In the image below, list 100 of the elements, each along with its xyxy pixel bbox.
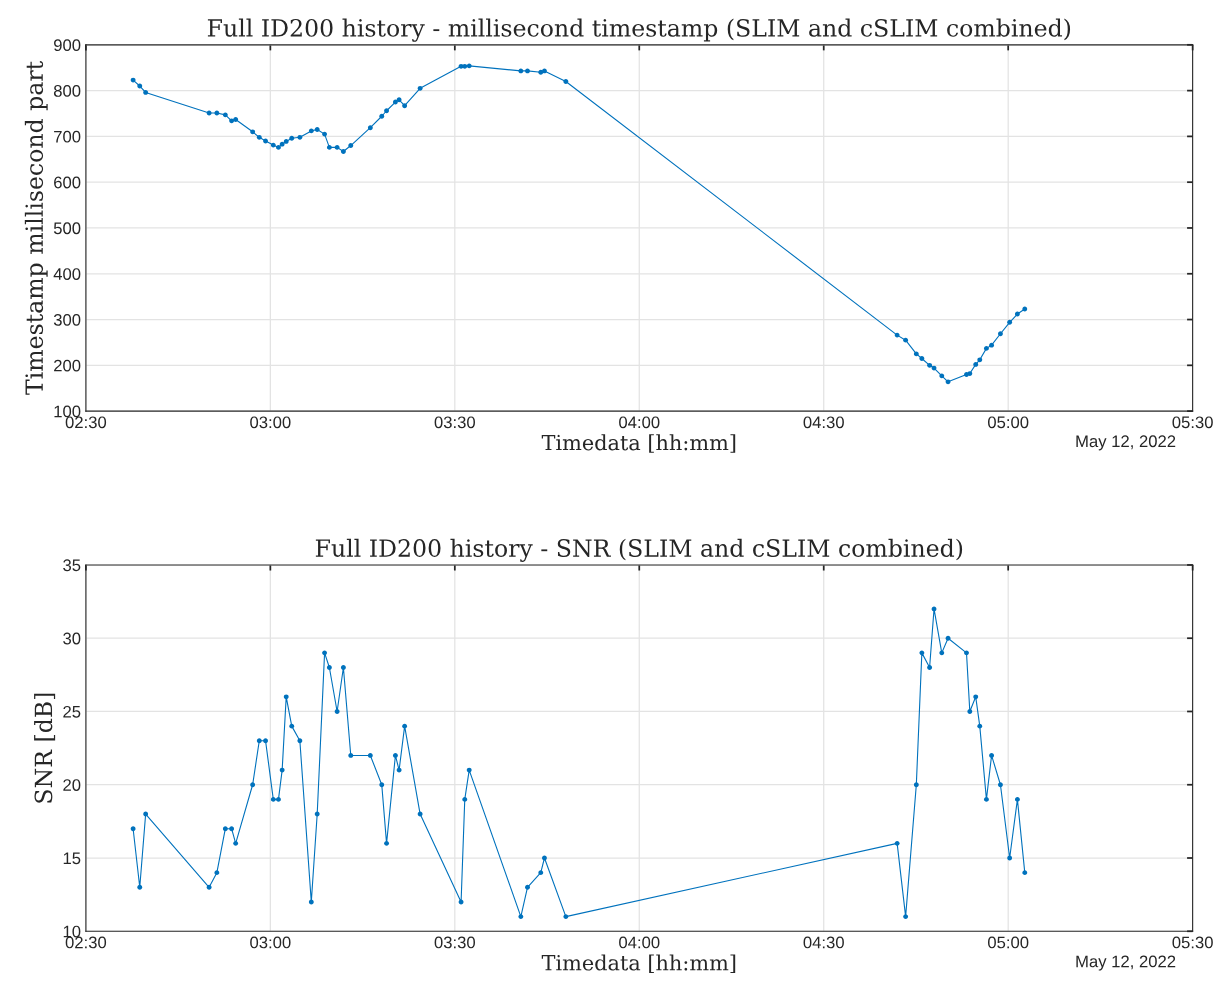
point [367, 753, 373, 758]
x-tick-label: 03:00 [250, 416, 291, 429]
point [137, 884, 143, 890]
point [1007, 855, 1013, 861]
point [989, 342, 995, 348]
point [945, 379, 951, 385]
point [392, 753, 398, 758]
point [913, 351, 919, 357]
point [384, 108, 389, 114]
point [939, 650, 945, 656]
point [276, 144, 281, 150]
point [563, 79, 569, 84]
point [402, 723, 408, 729]
point [973, 361, 979, 367]
x-tick-label: 02:30 [65, 416, 107, 429]
text: May 12, 2022 [1076, 955, 1176, 971]
point [222, 826, 228, 832]
y-tick-label: 25 [63, 705, 81, 718]
point [973, 694, 979, 700]
point [314, 811, 320, 817]
y-tick-label: 800 [53, 85, 81, 97]
point [927, 362, 933, 368]
point [967, 371, 973, 376]
point [402, 103, 408, 109]
point [462, 796, 468, 802]
y-axis-title: SNR [dB] [34, 693, 56, 803]
point [233, 117, 239, 122]
point [1007, 319, 1013, 325]
x-tick-label: 03:30 [434, 936, 476, 949]
y-axis-title: Timestamp millisecond part [24, 61, 48, 395]
point [222, 112, 228, 118]
point [326, 665, 332, 670]
point [283, 694, 289, 700]
y-tick-label: 700 [54, 130, 81, 143]
point [297, 738, 303, 744]
point [334, 144, 340, 150]
point [977, 357, 983, 363]
point [894, 840, 900, 846]
point [340, 665, 346, 670]
x-tick-label: 05:00 [987, 936, 1029, 949]
point [276, 796, 281, 802]
point [250, 782, 256, 788]
point [263, 738, 268, 744]
point [945, 635, 951, 641]
point [939, 373, 945, 379]
y-tick-label: 300 [53, 313, 81, 326]
point [256, 134, 262, 140]
y-tick-label: 500 [53, 222, 81, 235]
y-tick-label: 900 [54, 39, 81, 52]
y-tick-label: 100 [54, 405, 81, 418]
point [983, 796, 989, 802]
x-axis-title: Timedata [hh:mm] [541, 954, 736, 974]
point [967, 709, 973, 714]
point [270, 142, 276, 148]
x-tick-label: 03:00 [250, 936, 291, 949]
point [462, 63, 468, 69]
point [903, 337, 909, 343]
x-tick-label: 04:30 [803, 936, 844, 949]
point [279, 141, 285, 147]
y-tick-label: 15 [63, 852, 81, 865]
x-axis-title: Timedata [hh:mm] [541, 434, 736, 453]
y-tick-label: 10 [63, 925, 81, 938]
point [983, 345, 989, 351]
point [927, 665, 933, 670]
x-tick-label: 03:30 [434, 416, 476, 429]
point [379, 113, 385, 119]
chart-title: Full ID200 history - millisecond timestamp (SLIM and cSLIM combined) [207, 18, 1071, 42]
point [1014, 796, 1020, 802]
point [563, 914, 569, 920]
point [229, 826, 235, 832]
point [206, 884, 212, 890]
point [1022, 306, 1028, 312]
point [256, 738, 262, 744]
point [977, 723, 983, 729]
point [326, 144, 332, 150]
point [283, 139, 289, 144]
point [250, 129, 256, 135]
point [137, 83, 143, 89]
x-tick-label: 02:30 [65, 936, 107, 949]
point [1022, 870, 1028, 876]
point [143, 90, 149, 95]
point [297, 134, 303, 140]
point [233, 840, 239, 846]
x-tick-label: 04:00 [619, 936, 660, 949]
point [322, 650, 328, 656]
point [367, 125, 373, 131]
point [525, 884, 530, 890]
point [270, 796, 276, 802]
point [998, 331, 1003, 337]
point [348, 753, 354, 758]
point [396, 97, 402, 103]
point [919, 356, 925, 361]
chart-title: Full ID200 history - SNR (SLIM and cSLIM combined) [315, 538, 963, 562]
point [998, 782, 1003, 788]
point [384, 840, 389, 846]
y-tick-label: 400 [53, 268, 81, 280]
x-tick-label: 05:30 [1172, 936, 1213, 949]
y-tick-label: 600 [54, 176, 81, 189]
point [379, 782, 385, 788]
y-tick-label: 35 [63, 559, 81, 572]
